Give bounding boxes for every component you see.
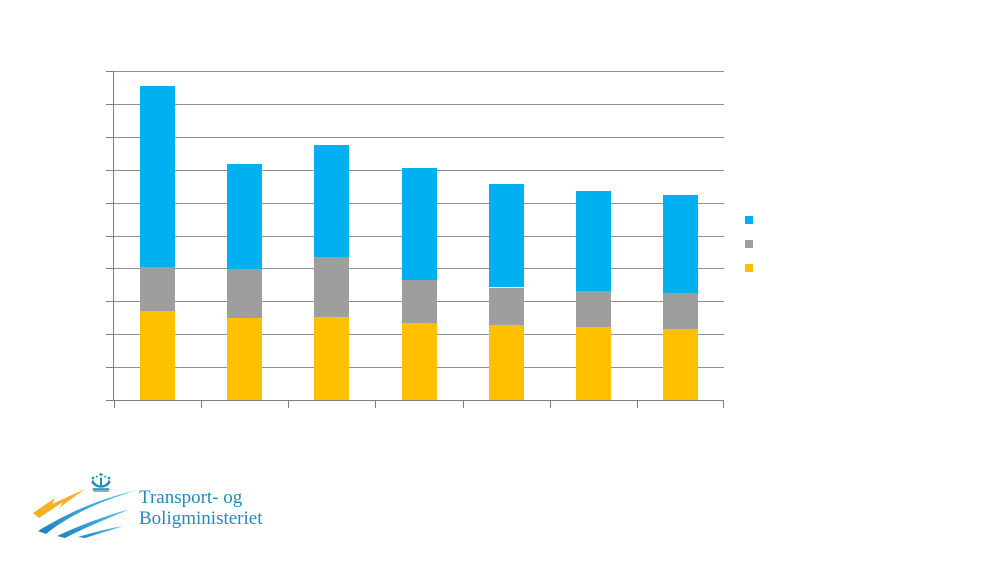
y-axis-tick — [106, 170, 113, 171]
bar-segment-gray-middle — [662, 293, 698, 330]
bar-segment-blue-top — [227, 164, 263, 270]
y-axis-tick — [106, 334, 113, 335]
gridline — [114, 137, 724, 138]
bar-segment-yellow-bottom — [401, 323, 437, 400]
bar — [140, 71, 176, 400]
bar-segment-gray-middle — [575, 290, 611, 328]
legend-swatch-yellow-series — [745, 264, 753, 272]
bar-segment-blue-top — [662, 195, 698, 294]
logo-text: Transport- og Boligministeriet — [139, 487, 263, 529]
chart-legend — [745, 216, 753, 272]
bar-segment-blue-top — [314, 145, 350, 257]
bar-segment-yellow-bottom — [575, 327, 611, 400]
road-ribbon-2 — [57, 509, 130, 538]
crown-icon — [91, 473, 111, 492]
x-axis-tick — [723, 401, 724, 408]
bar — [314, 71, 350, 400]
bar-segment-yellow-bottom — [662, 329, 698, 400]
bar-segment-gray-middle — [314, 256, 350, 317]
logo-text-line2: Boligministeriet — [139, 508, 263, 529]
gridline — [114, 71, 724, 72]
y-axis-tick — [106, 203, 113, 204]
bar — [227, 71, 263, 400]
y-axis-tick — [106, 236, 113, 237]
y-axis-tick — [106, 400, 113, 401]
bar-segment-gray-middle — [227, 269, 263, 319]
bar-segment-yellow-bottom — [488, 325, 524, 400]
bar-segment-yellow-bottom — [140, 311, 176, 400]
bar-segment-blue-top — [140, 85, 176, 267]
x-axis-tick — [375, 401, 376, 408]
bar-segment-blue-top — [488, 184, 524, 288]
x-axis-tick — [201, 401, 202, 408]
y-axis-tick — [106, 268, 113, 269]
bar-segment-gray-middle — [140, 266, 176, 312]
x-axis-tick — [288, 401, 289, 408]
x-axis-tick — [550, 401, 551, 408]
bar — [575, 71, 611, 400]
logo-text-line1: Transport- og — [139, 487, 243, 508]
legend-swatch-blue-series — [745, 216, 753, 224]
road-ribbon-1 — [38, 490, 137, 534]
bar — [488, 71, 524, 400]
bar-segment-yellow-bottom — [227, 318, 263, 400]
gridline — [114, 104, 724, 105]
bar — [662, 71, 698, 400]
bar-segment-yellow-bottom — [314, 316, 350, 400]
x-axis-tick — [463, 401, 464, 408]
roads-swoosh-icon — [33, 489, 137, 538]
y-axis-tick — [106, 367, 113, 368]
road-ribbon-3 — [78, 526, 123, 538]
bar-segment-blue-top — [401, 168, 437, 281]
yellow-arrow — [33, 489, 85, 518]
y-axis-tick — [106, 137, 113, 138]
y-axis-tick — [106, 71, 113, 72]
bar-segment-gray-middle — [488, 287, 524, 325]
x-axis-tick — [637, 401, 638, 408]
plot-area — [106, 71, 724, 408]
bar — [401, 71, 437, 400]
y-axis-tick — [106, 104, 113, 105]
ministry-logo: Transport- og Boligministeriet — [33, 472, 283, 540]
bar-segment-gray-middle — [401, 280, 437, 324]
y-axis-tick — [106, 301, 113, 302]
x-axis-tick — [114, 401, 115, 408]
legend-swatch-gray-series — [745, 240, 753, 248]
bar-segment-blue-top — [575, 190, 611, 291]
